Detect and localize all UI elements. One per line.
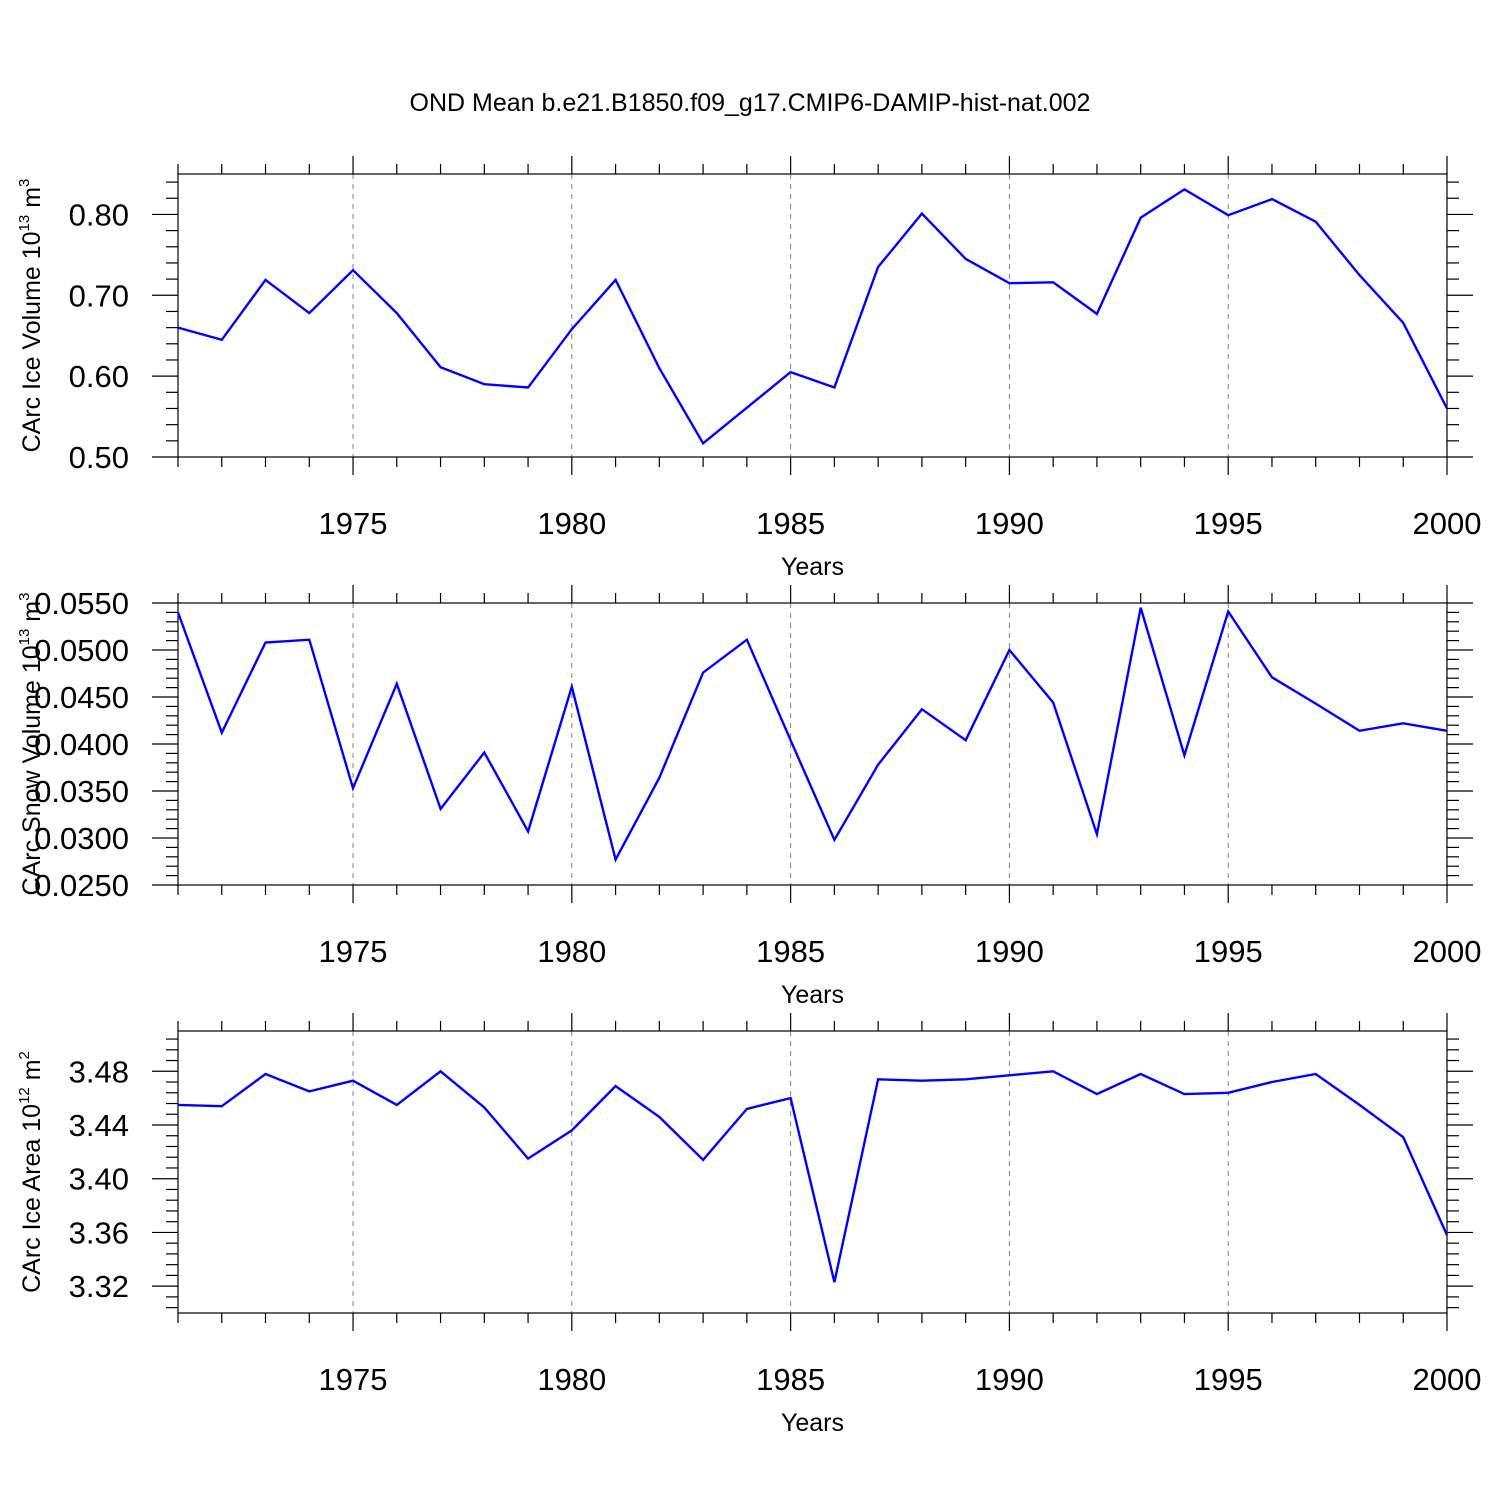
x-axis-label: Years [781, 553, 844, 581]
y-tick-label: 0.80 [69, 197, 129, 232]
y-tick-label: 0.0500 [34, 633, 129, 668]
plot-frame [177, 602, 1448, 886]
x-tick-label: 1985 [756, 506, 825, 541]
series-line [177, 1069, 1449, 1283]
y-tick-label: 0.0550 [34, 586, 129, 621]
x-tick-label: 1980 [537, 506, 606, 541]
x-tick-label: 2000 [1413, 506, 1482, 541]
plot-frame [177, 1030, 1448, 1314]
series-line [177, 187, 1449, 446]
x-tick-label: 1995 [1194, 506, 1263, 541]
x-tick-label: 1990 [975, 506, 1044, 541]
x-tick-label: 1975 [319, 934, 388, 969]
y-tick-label: 3.48 [69, 1054, 129, 1089]
y-tick-label: 3.44 [69, 1108, 129, 1143]
panel-ice-area: 1975 1980 1985 1990 1995 2000 Years 3.32 3.36 3.4… [16, 1013, 1481, 1437]
y-tick-label: 0.70 [69, 278, 129, 313]
x-tick-label: 1995 [1194, 934, 1263, 969]
y-tick-label: 0.0300 [34, 821, 129, 856]
y-tick-label: 0.0400 [34, 727, 129, 762]
x-tick-label: 1980 [537, 1362, 606, 1397]
y-axis-label: CArc Ice Volume 1013 m3 [16, 179, 46, 453]
y-tick-label: 0.50 [69, 440, 129, 475]
panel-ice-volume: 1975 1980 1985 1990 1995 2000 Years 0.50 0.60 0.7… [16, 156, 1481, 581]
y-tick-label: 3.36 [69, 1215, 129, 1250]
y-axis-label: CArc Ice Area 1012 m2 [16, 1051, 46, 1293]
y-tick-label: 3.40 [69, 1162, 129, 1197]
y-tick-label: 0.0350 [34, 774, 129, 809]
x-tick-label: 1985 [756, 1362, 825, 1397]
x-tick-label: 1980 [537, 934, 606, 969]
x-tick-label: 1975 [319, 506, 388, 541]
x-tick-label: 2000 [1413, 934, 1482, 969]
x-axis-label: Years [781, 1409, 844, 1437]
x-tick-label: 1990 [975, 1362, 1044, 1397]
x-tick-label: 2000 [1413, 1362, 1482, 1397]
x-tick-label: 1975 [319, 1362, 388, 1397]
x-tick-label: 1985 [756, 934, 825, 969]
y-axis-label: CArc Snow Volume 1013 m3 [16, 593, 46, 896]
series-line [176, 607, 1448, 863]
y-tick-label: 3.32 [69, 1269, 129, 1304]
y-tick-label: 0.0250 [34, 868, 129, 903]
chart-title: OND Mean b.e21.B1850.f09_g17.CMIP6-DAMIP… [410, 89, 1091, 117]
x-tick-label: 1995 [1194, 1362, 1263, 1397]
x-axis-label: Years [781, 981, 844, 1009]
plot-frame [177, 173, 1448, 458]
x-tick-label: 1990 [975, 934, 1044, 969]
y-tick-label: 0.0450 [34, 680, 129, 715]
y-tick-label: 0.60 [69, 359, 129, 394]
panel-snow-volume: 1975 1980 1985 1990 1995 2000 Years 0.0250 0.030… [16, 585, 1481, 1009]
